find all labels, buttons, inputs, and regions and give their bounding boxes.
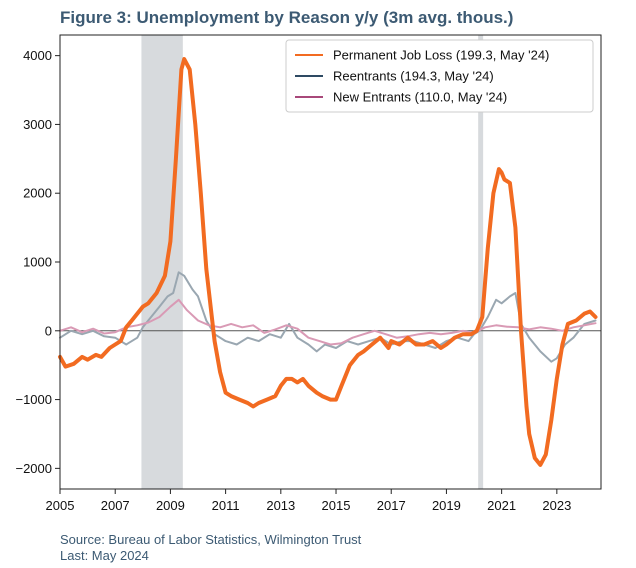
x-tick-label: 2011: [212, 498, 240, 513]
x-tick-label: 2017: [377, 498, 406, 513]
x-tick-label: 2021: [487, 498, 516, 513]
legend-label-permanent: Permanent Job Loss (199.3, May '24): [333, 48, 549, 63]
legend-box: [285, 39, 594, 113]
y-tick-label: 4000: [23, 48, 52, 63]
source-note: Source: Bureau of Labor Statistics, Wilm…: [60, 532, 361, 564]
y-tick-label: −2000: [15, 461, 52, 476]
x-axis: 2005 2007 2009 2011 2013 2015 2017 2019 2021 2023: [46, 489, 571, 513]
x-tick-label: 2023: [542, 498, 571, 513]
recession-band-1: [478, 35, 484, 489]
y-axis: −2000 −1000 0 1000 2000 3000 4000: [15, 48, 60, 476]
series-line-permanent: [58, 57, 598, 467]
x-tick-label: 2015: [322, 498, 351, 513]
series-line-new-entrants: [59, 298, 597, 346]
chart-title: Figure 3: Unemployment by Reason y/y (3m…: [60, 8, 514, 27]
y-tick-label: 3000: [23, 117, 52, 132]
legend-label-new-entrants: New Entrants (110.0, May '24): [333, 90, 507, 105]
last-updated-text: Last: May 2024: [60, 548, 149, 563]
source-text: Source: Bureau of Labor Statistics, Wilm…: [60, 532, 362, 547]
x-tick-label: 2007: [101, 498, 130, 513]
x-tick-label: 2013: [266, 498, 295, 513]
x-tick-label: 2019: [432, 498, 461, 513]
y-tick-label: 2000: [23, 186, 52, 201]
recession-band-0: [141, 35, 183, 489]
y-tick-label: 1000: [23, 255, 52, 270]
y-tick-label: 0: [45, 323, 52, 338]
series-line-reentrants: [59, 271, 597, 363]
x-tick-label: 2005: [46, 498, 75, 513]
y-tick-label: −1000: [15, 392, 52, 407]
series-lines: [58, 57, 598, 467]
legend-label-reentrants: Reentrants (194.3, May '24): [333, 69, 494, 84]
legend: Permanent Job Loss (199.3, May '24) Reent…: [285, 39, 594, 113]
recession-bands: [141, 35, 484, 489]
x-tick-label: 2009: [156, 498, 185, 513]
